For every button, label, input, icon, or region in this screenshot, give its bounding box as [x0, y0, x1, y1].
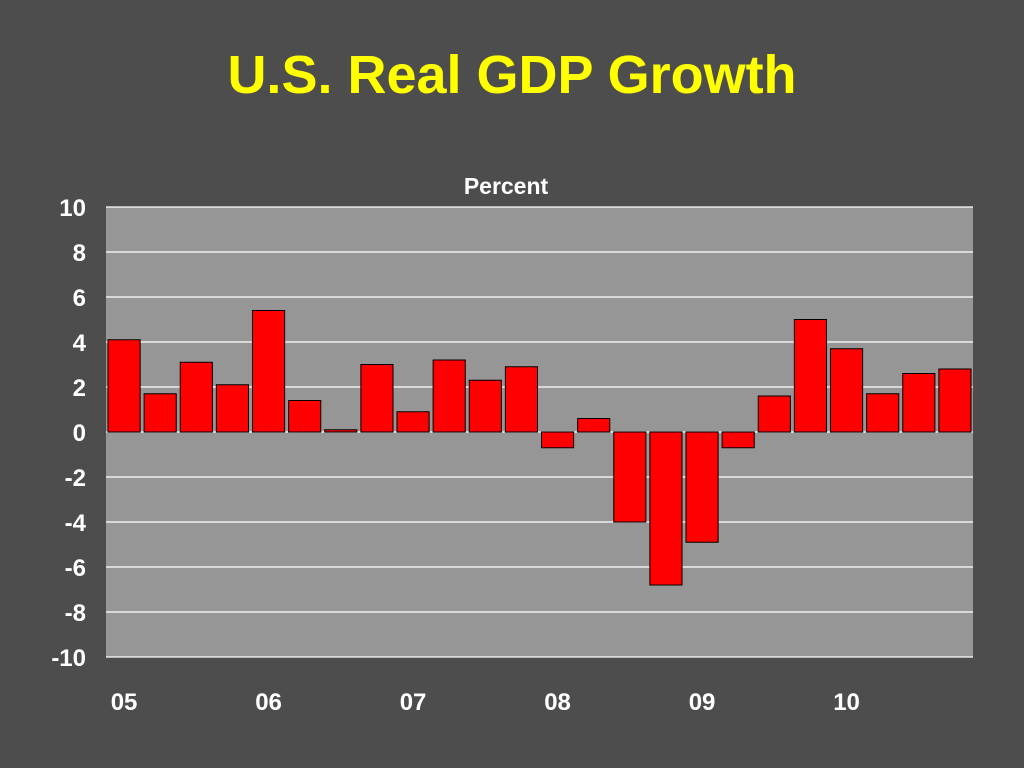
y-tick-label: 0 — [73, 420, 86, 447]
bar — [757, 395, 791, 433]
y-tick-label: -2 — [65, 465, 86, 492]
bar — [902, 373, 936, 433]
y-tick-label: 6 — [73, 285, 86, 312]
bar — [685, 431, 719, 543]
x-tick-label: 08 — [544, 689, 571, 716]
bar — [468, 379, 502, 433]
x-tick-label: 06 — [255, 689, 282, 716]
bar — [396, 411, 430, 433]
slide-title: U.S. Real GDP Growth — [227, 45, 797, 105]
y-tick-label: -8 — [65, 600, 86, 627]
y-tick-labels: 10 8 6 4 2 0 -2 -4 -6 -8 -10 — [51, 195, 86, 672]
y-tick-label: -6 — [65, 555, 86, 582]
y-tick-label: -10 — [51, 645, 86, 672]
y-tick-label: 10 — [59, 195, 86, 222]
bar — [324, 429, 358, 433]
bars — [107, 310, 972, 586]
gridlines — [106, 206, 973, 658]
bar — [504, 366, 539, 433]
bar — [577, 418, 611, 433]
bar — [613, 431, 647, 523]
bar — [143, 393, 177, 433]
x-tick-label: 10 — [833, 689, 860, 716]
x-tick-label: 09 — [689, 689, 716, 716]
x-tick-labels: 05 06 07 08 09 10 — [111, 689, 860, 716]
bar — [793, 319, 828, 433]
bar — [107, 339, 141, 433]
bar — [432, 359, 466, 433]
y-axis-label: Percent — [464, 173, 549, 199]
bar — [215, 384, 250, 433]
bar — [179, 361, 213, 433]
bar — [251, 310, 286, 433]
y-tick-label: 4 — [73, 330, 87, 357]
bar — [288, 400, 322, 433]
x-tick-label: 05 — [111, 689, 138, 716]
bar — [866, 393, 900, 433]
bar — [721, 431, 755, 449]
bar — [829, 348, 864, 433]
y-tick-label: 2 — [73, 375, 86, 402]
y-tick-label: 8 — [73, 240, 86, 267]
bar — [360, 364, 394, 433]
bar — [938, 368, 972, 433]
x-tick-label: 07 — [400, 689, 427, 716]
y-tick-label: -4 — [65, 510, 87, 537]
bar — [540, 431, 575, 449]
bar — [649, 431, 683, 586]
